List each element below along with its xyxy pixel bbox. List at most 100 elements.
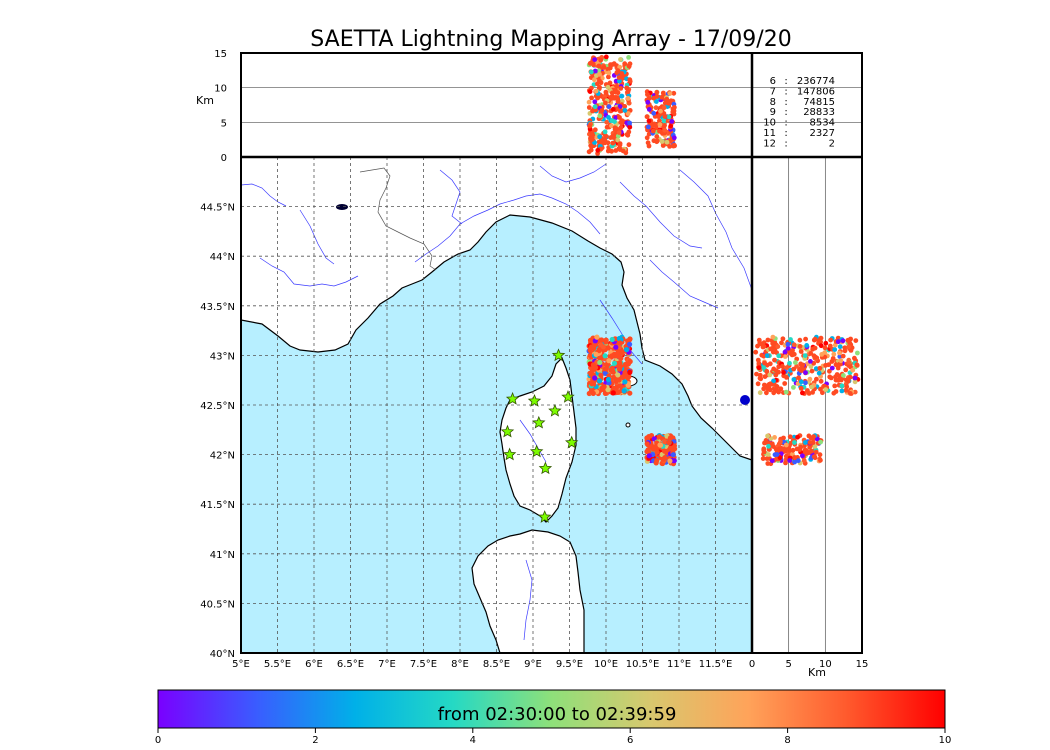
lightning-source-point bbox=[603, 362, 609, 368]
lightning-source-point bbox=[622, 370, 628, 376]
count-sep: : bbox=[784, 128, 787, 139]
lightning-source-point bbox=[590, 362, 597, 368]
lightning-source-point bbox=[603, 100, 608, 106]
lightning-source-point bbox=[590, 390, 596, 396]
lightning-source-point bbox=[592, 68, 598, 74]
lightning-source-point bbox=[610, 140, 616, 146]
lightning-source-point bbox=[623, 361, 630, 367]
lightning-source-point bbox=[593, 88, 599, 94]
lightning-source-point bbox=[848, 348, 854, 353]
lightning-source-point bbox=[593, 351, 599, 357]
lightning-source-point bbox=[625, 96, 631, 101]
lightning-source-point bbox=[812, 444, 818, 449]
lightning-source-point bbox=[627, 120, 632, 126]
altitude-tick-label: 0 bbox=[221, 153, 227, 164]
count-level: 12 bbox=[763, 138, 776, 149]
lightning-source-point bbox=[646, 434, 652, 440]
lightning-source-point bbox=[657, 122, 663, 127]
lightning-source-point bbox=[587, 89, 593, 94]
lightning-source-point bbox=[644, 114, 650, 120]
colorbar-tick-label: 2 bbox=[312, 735, 318, 746]
lightning-source-point bbox=[804, 343, 810, 348]
corsica-island bbox=[499, 356, 577, 523]
lightning-source-point bbox=[666, 439, 672, 446]
lightning-source-point bbox=[603, 339, 609, 345]
lightning-source-point bbox=[839, 383, 845, 389]
lightning-source-point bbox=[806, 391, 812, 396]
lightning-source-point bbox=[626, 55, 631, 60]
lightning-source-point bbox=[840, 338, 846, 344]
lightning-source-point bbox=[617, 141, 623, 147]
lightning-source-point bbox=[587, 123, 592, 129]
lightning-source-point bbox=[798, 386, 804, 391]
lightning-source-point bbox=[769, 458, 775, 464]
lightning-source-point bbox=[617, 64, 623, 70]
lightning-source-point bbox=[620, 374, 626, 380]
lightning-source-point bbox=[618, 108, 624, 114]
altitude-label: Km bbox=[196, 94, 214, 107]
lightning-source-point bbox=[670, 452, 676, 458]
lightning-source-point bbox=[847, 374, 853, 380]
lat-tick-label: 40.5°N bbox=[200, 599, 235, 610]
lightning-source-point bbox=[833, 362, 839, 368]
sardinia-island bbox=[471, 529, 585, 653]
lightning-source-point bbox=[667, 144, 672, 149]
lightning-source-point bbox=[785, 341, 791, 347]
lightning-source-point bbox=[597, 113, 603, 119]
lightning-source-point bbox=[596, 68, 602, 73]
lightning-source-point bbox=[852, 379, 858, 385]
count-sep: : bbox=[784, 107, 787, 118]
lightning-source-point bbox=[624, 347, 630, 353]
lightning-source-point bbox=[767, 361, 773, 367]
lightning-source-point bbox=[827, 343, 833, 349]
lightning-source-point bbox=[800, 453, 805, 459]
lightning-source-point bbox=[762, 360, 767, 366]
lightning-source-point bbox=[589, 144, 594, 150]
lightning-source-point bbox=[784, 365, 790, 371]
lightning-source-point bbox=[839, 388, 845, 394]
colorbar-tick-label: 8 bbox=[784, 735, 790, 746]
count-level: 10 bbox=[763, 118, 776, 129]
longitude-ticks: 5°E 5.5°E 6°E 6.5°E 7°E 7.5°E 8°E 8.5°E 9°E 9.5°E… bbox=[232, 659, 732, 670]
lightning-source-point bbox=[818, 457, 823, 463]
lightning-source-point bbox=[624, 85, 630, 91]
count-value: 2 bbox=[829, 138, 835, 149]
lightning-source-point bbox=[646, 96, 652, 102]
lightning-source-point bbox=[791, 377, 797, 382]
lightning-source-point bbox=[764, 368, 770, 374]
lightning-source-point bbox=[792, 440, 797, 445]
lightning-source-point bbox=[662, 448, 668, 454]
count-level: 6 bbox=[770, 76, 776, 87]
lightning-source-point bbox=[602, 370, 608, 376]
lightning-source-point bbox=[818, 439, 823, 445]
lightning-source-point bbox=[597, 378, 603, 384]
lightning-source-point bbox=[671, 135, 677, 141]
lightning-source-point bbox=[615, 137, 621, 143]
lightning-source-point bbox=[654, 139, 660, 145]
lightning-source-point bbox=[602, 353, 608, 359]
lightning-source-point bbox=[776, 353, 782, 359]
lightning-source-point bbox=[588, 69, 594, 75]
lat-tick-label: 41.5°N bbox=[200, 500, 235, 511]
lightning-source-point bbox=[853, 338, 859, 343]
lightning-source-point bbox=[843, 387, 849, 393]
lightning-source-point bbox=[645, 140, 651, 146]
lightning-source-point bbox=[785, 345, 791, 351]
altitude-lat-panel: 0 5 10 15 Km bbox=[749, 157, 868, 679]
lightning-source-point bbox=[646, 453, 652, 459]
lightning-source-point bbox=[765, 461, 771, 466]
lightning-source-point bbox=[818, 378, 824, 384]
lightning-source-point bbox=[759, 352, 765, 358]
lightning-source-point bbox=[609, 353, 615, 359]
lightning-source-point bbox=[764, 390, 769, 396]
lightning-source-point bbox=[656, 434, 663, 440]
lightning-source-point bbox=[615, 350, 621, 356]
lightning-source-point bbox=[622, 379, 628, 385]
lon-tick-label: 7.5°E bbox=[410, 659, 437, 670]
side-tick-label: 0 bbox=[749, 659, 755, 670]
lightning-source-point bbox=[617, 104, 623, 109]
lightning-source-point bbox=[602, 129, 608, 135]
lightning-source-point bbox=[854, 362, 860, 368]
lightning-source-point bbox=[791, 342, 797, 348]
lightning-source-point bbox=[775, 344, 781, 349]
